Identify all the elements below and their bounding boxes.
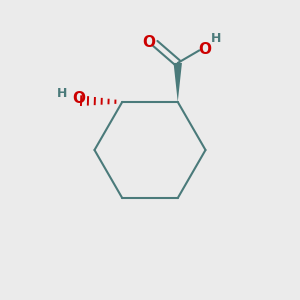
Text: O: O bbox=[142, 35, 155, 50]
Text: H: H bbox=[56, 87, 67, 100]
Text: H: H bbox=[211, 32, 221, 45]
Polygon shape bbox=[174, 63, 182, 102]
Text: O: O bbox=[198, 42, 211, 57]
Text: O: O bbox=[72, 91, 85, 106]
